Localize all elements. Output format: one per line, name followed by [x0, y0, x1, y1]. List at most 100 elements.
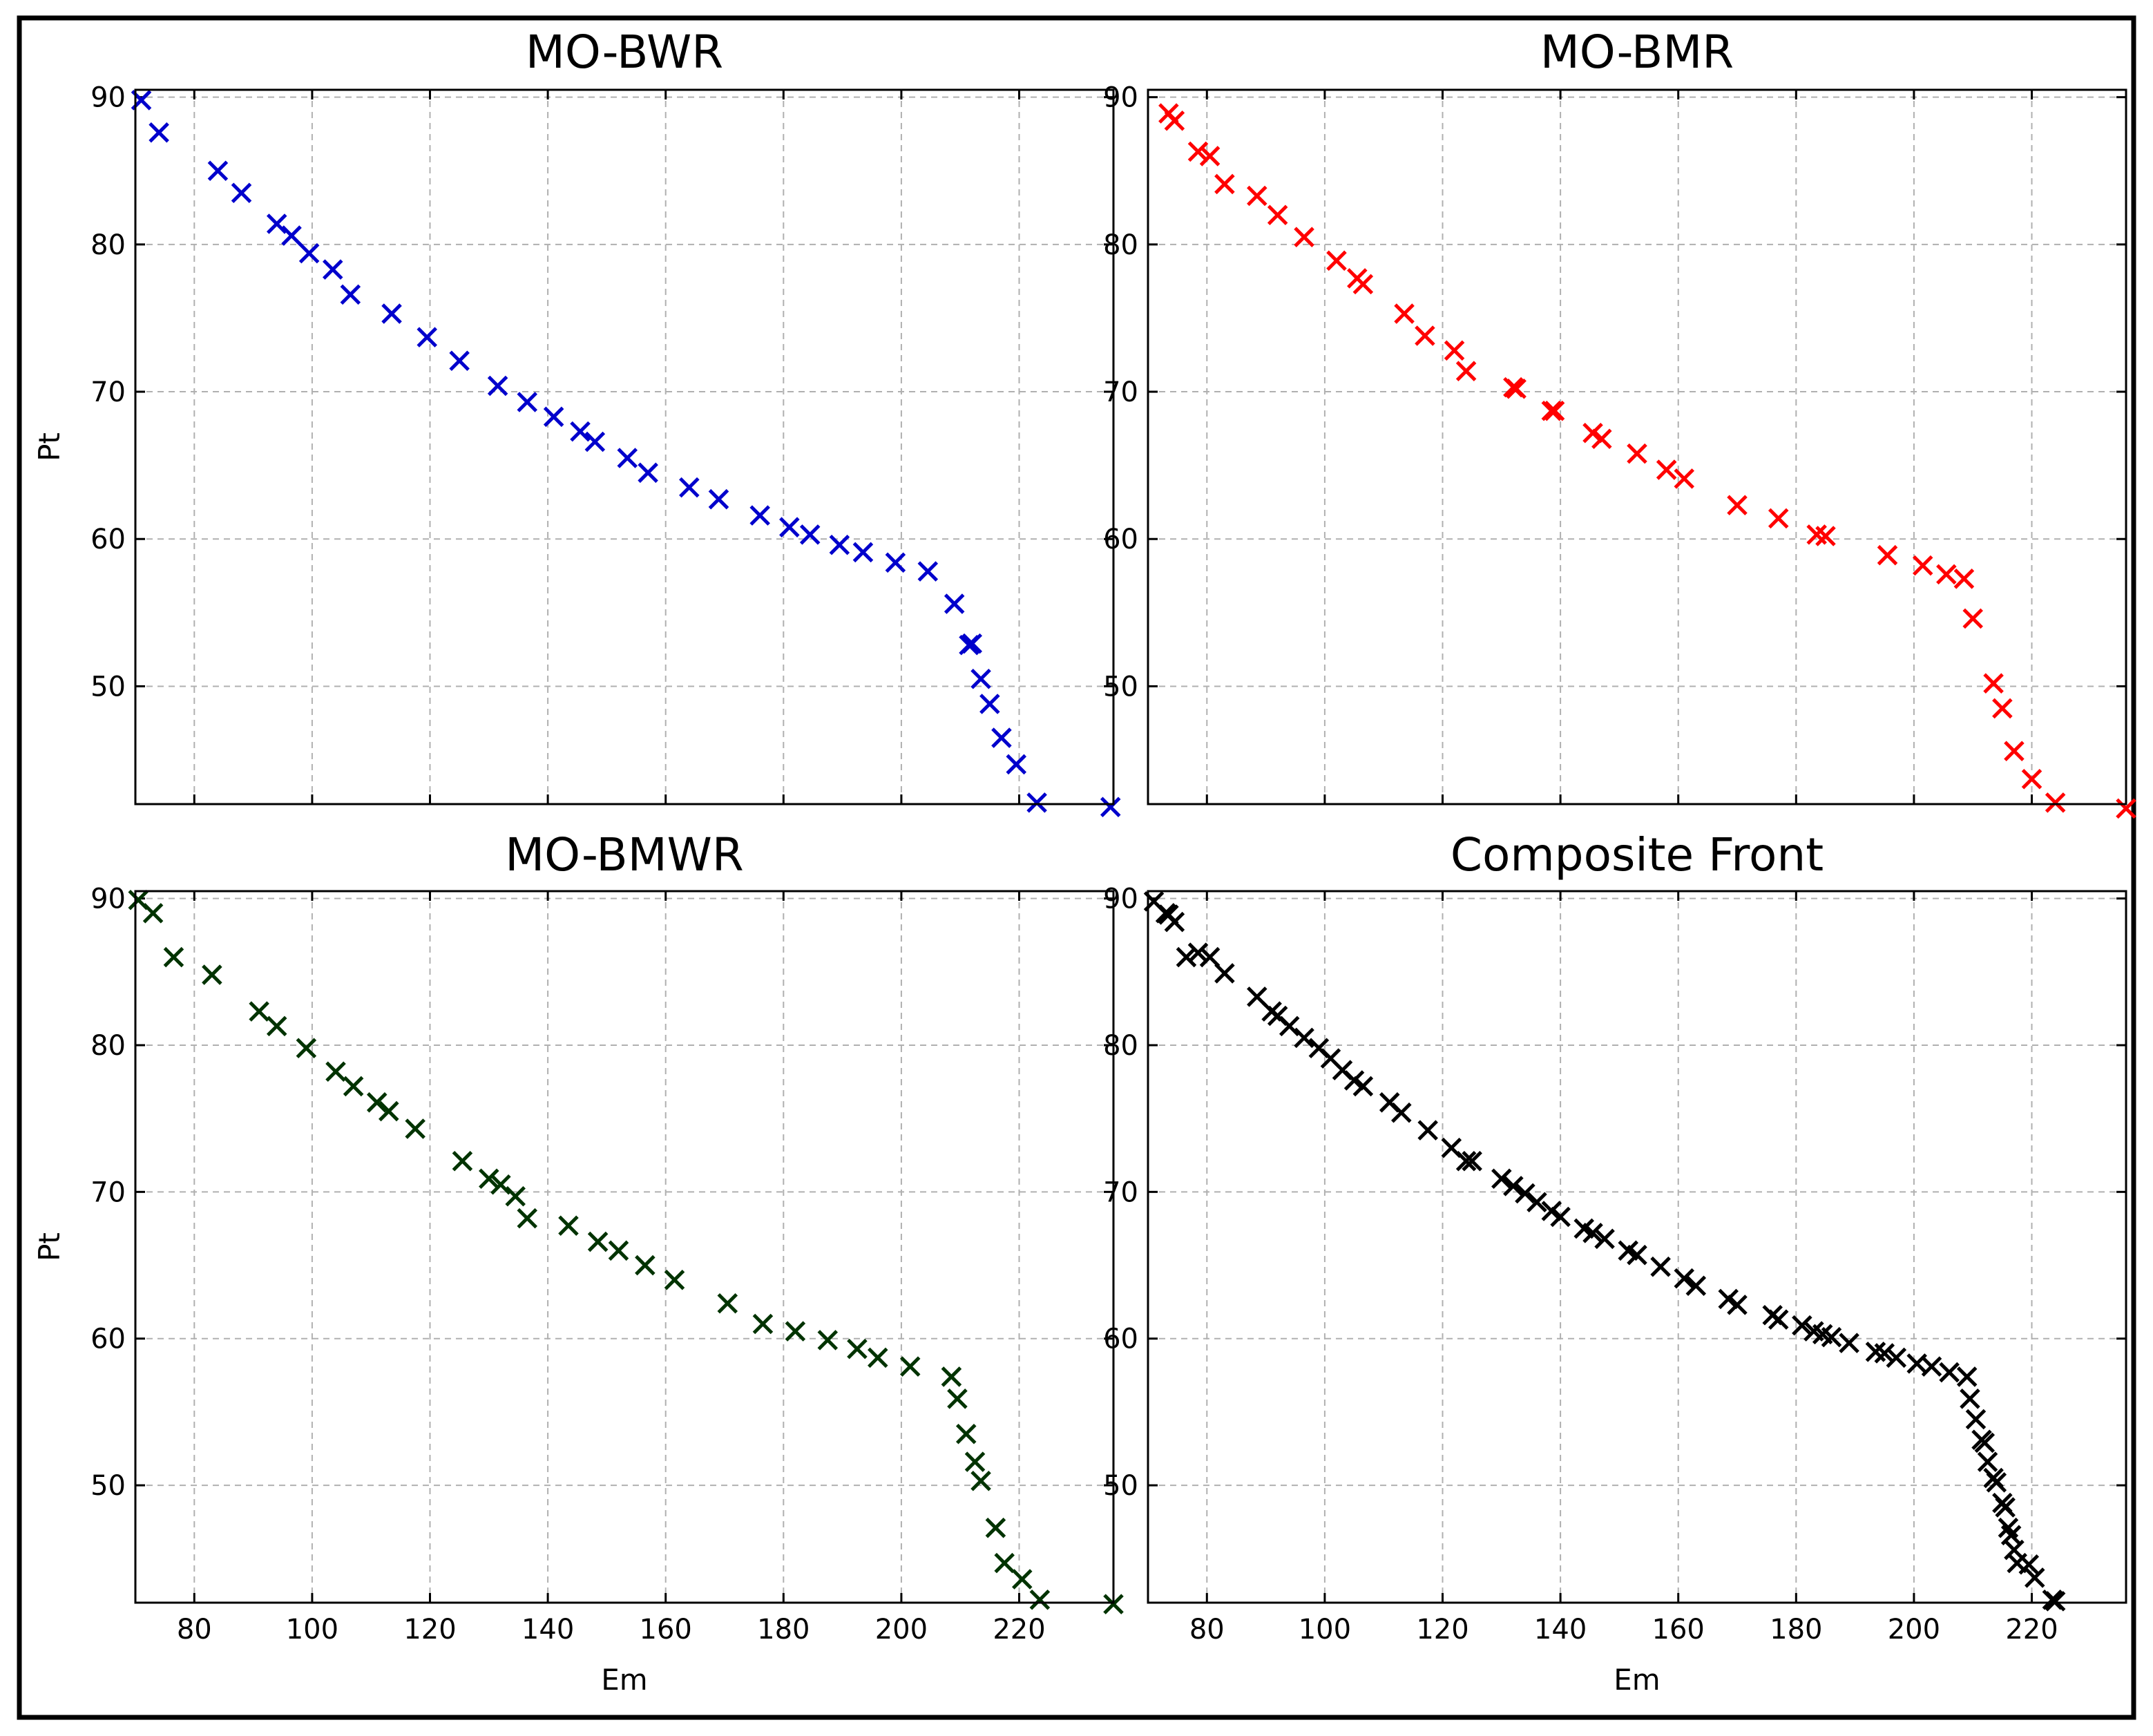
data-point — [449, 350, 470, 372]
data-point — [1768, 1309, 1789, 1330]
data-point — [517, 1208, 538, 1229]
data-point — [944, 593, 965, 614]
data-point — [964, 1451, 986, 1472]
data-points — [1143, 891, 2066, 1612]
data-point — [149, 122, 169, 143]
x-tick-label: 220 — [2005, 1614, 2058, 1646]
grid — [135, 891, 1113, 1603]
ticks: 80 100 120 140 160 180 200 220 50 60 70 80 90 — [90, 884, 1113, 1646]
y-tick-label: 50 — [1103, 1470, 1138, 1502]
data-point — [281, 225, 302, 246]
data-point — [1921, 1356, 1942, 1377]
data-point — [1594, 1228, 1615, 1250]
panel-title: Composite Front — [1451, 828, 1824, 881]
data-point — [1962, 608, 1983, 629]
data-point — [202, 964, 222, 985]
data-point — [1992, 698, 2013, 719]
data-point — [708, 488, 729, 510]
data-point — [868, 1347, 888, 1368]
ticks: 50 60 70 80 90 — [1103, 82, 2126, 804]
x-tick-label: 80 — [177, 1614, 212, 1646]
data-points — [128, 889, 1124, 1614]
data-point — [1656, 459, 1677, 480]
data-point — [1877, 544, 1898, 566]
data-points — [131, 90, 1121, 818]
data-point — [1417, 1120, 1438, 1141]
data-point — [1352, 1076, 1374, 1097]
data-point — [2116, 798, 2136, 819]
data-point — [1187, 141, 1209, 162]
axes-box — [134, 88, 1115, 805]
data-point — [379, 1100, 399, 1122]
data-point — [985, 1517, 1006, 1538]
data-point — [1953, 569, 1975, 589]
y-tick-label: 70 — [90, 376, 126, 408]
data-point — [2021, 768, 2042, 790]
y-tick-label: 60 — [1103, 524, 1138, 555]
data-point — [1727, 495, 1748, 515]
data-point — [1199, 946, 1221, 968]
data-point — [1874, 1343, 1895, 1364]
data-point — [1176, 946, 1197, 968]
data-point — [1103, 1594, 1124, 1614]
data-point — [1960, 1389, 1980, 1409]
data-point — [635, 1255, 656, 1276]
data-point — [799, 524, 821, 545]
y-tick-label: 70 — [90, 1176, 126, 1208]
data-point — [231, 182, 252, 204]
data-point — [1939, 1362, 1960, 1383]
data-point — [885, 552, 906, 573]
data-point — [941, 1366, 962, 1387]
data-point — [847, 1338, 868, 1360]
data-point — [1650, 1256, 1671, 1277]
data-point — [1247, 185, 1267, 207]
x-tick-label: 200 — [875, 1614, 928, 1646]
data-point — [1444, 340, 1465, 361]
data-point — [1503, 1176, 1524, 1196]
data-point — [1821, 1326, 1842, 1348]
y-tick-label: 50 — [1103, 671, 1138, 703]
x-tick-label: 100 — [1299, 1614, 1351, 1646]
data-point — [2045, 1591, 2066, 1612]
x-tick-label: 200 — [1888, 1614, 1940, 1646]
data-point — [1294, 227, 1314, 247]
x-tick-label: 160 — [1652, 1614, 1705, 1646]
data-point — [505, 1185, 526, 1207]
x-axis-label: Em — [1614, 1663, 1660, 1697]
data-point — [991, 727, 1012, 748]
x-tick-label: 180 — [757, 1614, 810, 1646]
data-point — [679, 477, 700, 498]
data-points — [1158, 103, 2136, 819]
data-point — [717, 1293, 738, 1314]
panel-title: MO-BMR — [1540, 26, 1734, 79]
data-point — [1977, 1451, 1998, 1472]
panel-title: MO-BWR — [526, 26, 723, 79]
data-point — [1267, 204, 1288, 225]
data-point — [2045, 792, 2066, 813]
data-point — [1591, 428, 1612, 450]
data-point — [961, 633, 983, 654]
data-point — [1718, 1288, 1739, 1310]
data-point — [899, 1356, 921, 1377]
data-point — [1936, 564, 1957, 585]
data-point — [343, 1076, 364, 1097]
data-point — [1912, 555, 1933, 576]
panel-mo-bmwr: MO-BMWR Pt Em 80 100 120 140 160 180 200 220 50 6… — [32, 828, 1124, 1697]
data-point — [1279, 1015, 1300, 1037]
data-point — [163, 946, 184, 968]
data-point — [487, 375, 508, 397]
data-point — [1100, 797, 1121, 818]
figure-border — [17, 15, 2136, 1720]
data-point — [817, 1330, 839, 1351]
data-point — [570, 421, 591, 442]
x-tick-label: 120 — [403, 1614, 456, 1646]
data-point — [664, 1270, 685, 1290]
data-point — [2004, 741, 2025, 762]
x-tick-label: 140 — [521, 1614, 574, 1646]
data-point — [296, 1038, 317, 1059]
panel-composite-front: Composite Front Em 80 100 120 140 160 180 200 2… — [1103, 828, 2127, 1697]
data-point — [1391, 1102, 1412, 1123]
y-tick-label: 80 — [90, 229, 126, 261]
y-tick-label: 80 — [1103, 1030, 1138, 1062]
data-point — [1394, 303, 1415, 324]
